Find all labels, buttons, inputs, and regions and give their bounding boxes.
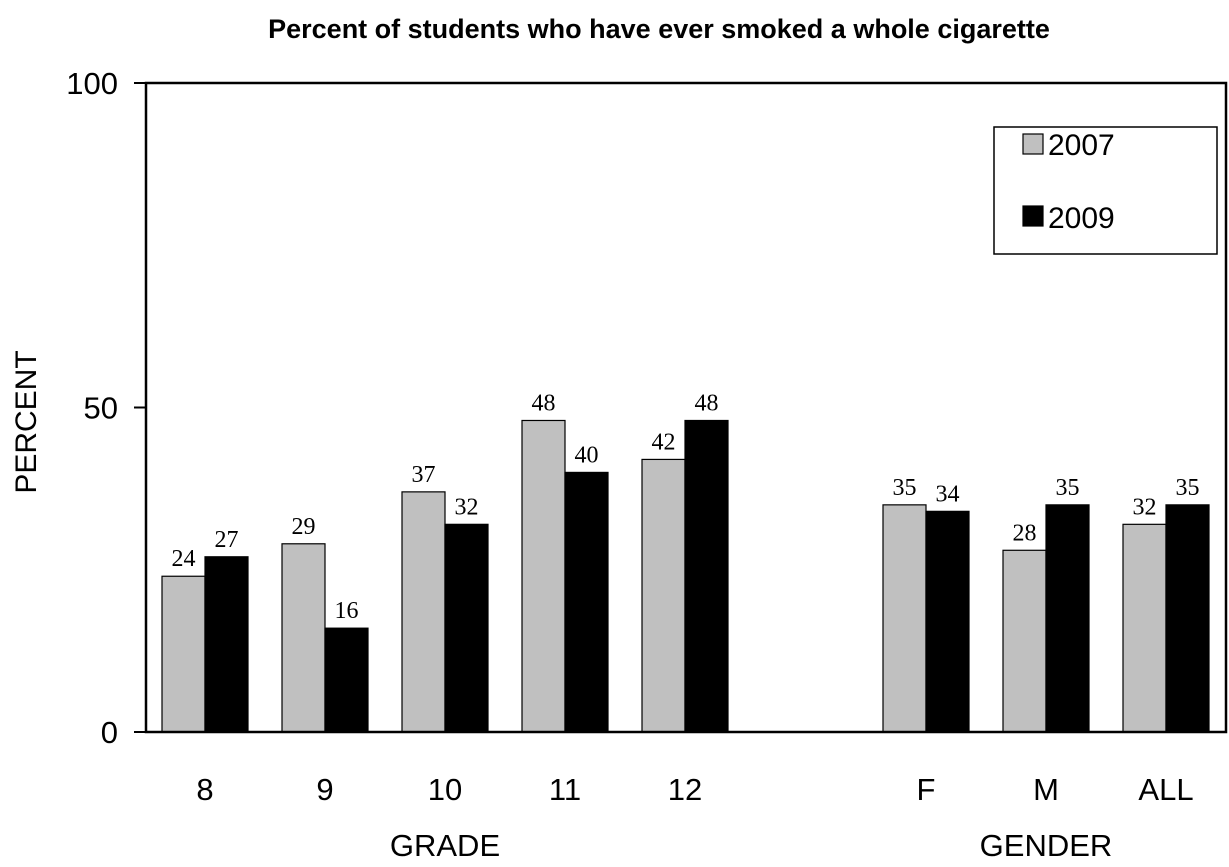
value-label-2009-8: 27: [215, 527, 239, 553]
bar-2009-12: [684, 419, 729, 733]
value-label-2007-ALL: 32: [1133, 494, 1157, 520]
y-tick-label: 100: [66, 66, 118, 101]
value-label-2007-8: 24: [172, 546, 196, 572]
legend-label-2007: 2007: [1048, 129, 1115, 162]
bar-2009-9: [324, 627, 369, 733]
value-label-2009-12: 48: [695, 390, 719, 416]
bar-2009-11: [564, 471, 609, 733]
bars-layer: [161, 419, 1210, 733]
bar-2009-10: [444, 523, 489, 733]
bar-2009-ALL: [1165, 504, 1210, 733]
bar-2007-ALL: [1122, 523, 1167, 733]
y-axis-label: PERCENT: [10, 350, 43, 493]
y-tick-label: 0: [101, 715, 118, 750]
value-label-2007-9: 29: [292, 514, 316, 540]
legend-swatch-2009: [1022, 205, 1044, 227]
value-label-2007-M: 28: [1013, 520, 1037, 546]
x-tick-label: 11: [549, 772, 581, 807]
legend: 2007 2009: [993, 126, 1218, 255]
value-label-2007-F: 35: [893, 475, 917, 501]
bar-2009-8: [204, 556, 249, 733]
x-tick-label: 9: [316, 772, 333, 807]
x-tick-label: 10: [428, 772, 462, 807]
legend-label-2009: 2009: [1048, 202, 1115, 235]
value-label-2009-ALL: 35: [1176, 475, 1200, 501]
y-tick-label: 50: [84, 391, 118, 426]
value-label-2007-12: 42: [652, 429, 676, 455]
bar-2007-F: [882, 504, 927, 733]
bar-2007-10: [401, 491, 446, 733]
value-labels-layer: 24 27 29 16 37 32 48 40 42 48 35 34 28 35 32 35: [172, 390, 1200, 624]
group-label-grade: GRADE: [390, 828, 500, 863]
group-label-gender: GENDER: [980, 828, 1113, 863]
x-tick-label: M: [1033, 772, 1059, 807]
y-axis: 0 50 100: [66, 66, 146, 750]
x-group-labels: GRADE GENDER: [390, 828, 1112, 863]
bar-2007-8: [161, 575, 206, 733]
value-label-2009-F: 34: [936, 481, 960, 507]
value-label-2009-10: 32: [455, 494, 479, 520]
x-tick-label: ALL: [1138, 772, 1193, 807]
value-label-2009-9: 16: [335, 598, 359, 624]
bar-2009-M: [1045, 504, 1090, 733]
value-label-2009-M: 35: [1056, 475, 1080, 501]
value-label-2007-10: 37: [412, 462, 436, 488]
bar-2007-12: [641, 458, 686, 733]
value-label-2007-11: 48: [532, 390, 556, 416]
bar-2009-F: [925, 510, 970, 733]
bar-2007-9: [281, 543, 326, 733]
bar-2007-11: [521, 419, 566, 733]
bar-2007-M: [1002, 549, 1047, 733]
legend-swatch-2007: [1022, 133, 1044, 155]
value-label-2009-11: 40: [575, 442, 599, 468]
chart-title: Percent of students who have ever smoked…: [268, 14, 1050, 44]
x-tick-label: 12: [668, 772, 702, 807]
x-tick-label: 8: [196, 772, 213, 807]
x-axis: 8 9 10 11 12 F M ALL: [196, 772, 1193, 807]
x-tick-label: F: [917, 772, 936, 807]
